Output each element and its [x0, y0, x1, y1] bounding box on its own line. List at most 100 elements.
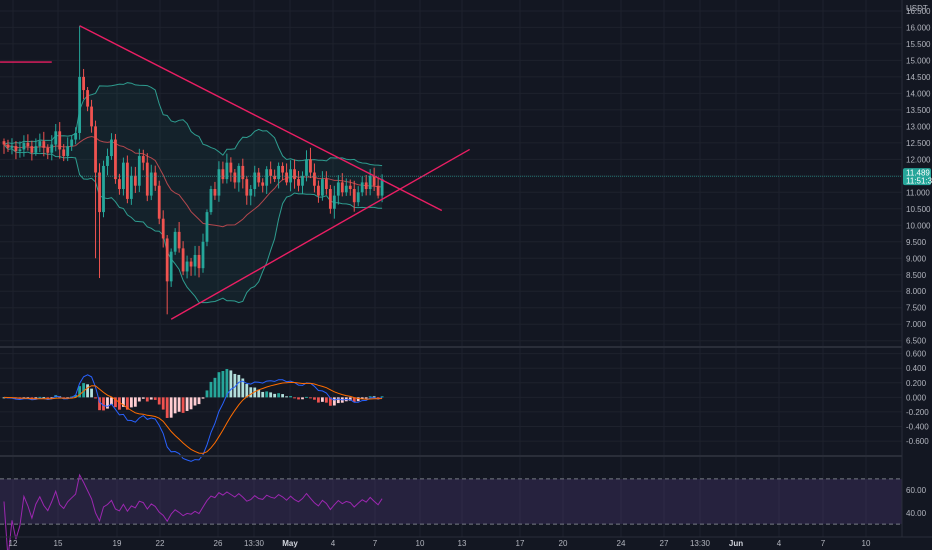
candle[interactable]: [86, 87, 89, 112]
candle[interactable]: [261, 178, 265, 193]
candle[interactable]: [42, 131, 46, 157]
candle[interactable]: [348, 179, 352, 196]
candle[interactable]: [18, 141, 22, 158]
candle[interactable]: [285, 163, 288, 186]
candle[interactable]: [221, 161, 225, 184]
candle[interactable]: [118, 173, 121, 195]
candle[interactable]: [193, 245, 197, 276]
candle[interactable]: [110, 133, 113, 160]
candle[interactable]: [22, 135, 26, 157]
candle[interactable]: [145, 153, 149, 202]
candle[interactable]: [106, 148, 109, 176]
candle[interactable]: [289, 160, 292, 192]
candle[interactable]: [340, 173, 344, 197]
candle[interactable]: [181, 241, 185, 276]
candle[interactable]: [265, 166, 269, 194]
candle[interactable]: [102, 160, 105, 218]
candle[interactable]: [38, 133, 42, 153]
candle[interactable]: [74, 127, 78, 145]
candle[interactable]: [293, 159, 296, 189]
candle[interactable]: [317, 180, 320, 203]
candle[interactable]: [209, 185, 213, 215]
candle[interactable]: [324, 171, 328, 195]
candle[interactable]: [2, 138, 6, 154]
candle[interactable]: [30, 140, 34, 161]
candles[interactable]: [2, 25, 384, 315]
candle[interactable]: [313, 163, 316, 193]
candle[interactable]: [281, 162, 284, 181]
main-price-panel[interactable]: [0, 25, 902, 320]
macd-panel[interactable]: [2, 369, 384, 462]
candle[interactable]: [372, 167, 376, 191]
candle[interactable]: [70, 135, 74, 151]
candle[interactable]: [133, 166, 137, 193]
candle[interactable]: [173, 228, 177, 255]
candle[interactable]: [328, 184, 332, 214]
candle[interactable]: [114, 133, 117, 184]
candle[interactable]: [26, 134, 30, 151]
ascending-support-line[interactable]: [170, 148, 471, 320]
candle[interactable]: [34, 138, 38, 156]
candle[interactable]: [376, 177, 380, 199]
candle[interactable]: [129, 166, 133, 205]
candle[interactable]: [161, 210, 165, 248]
candle[interactable]: [46, 144, 50, 160]
candle[interactable]: [249, 185, 253, 206]
candle[interactable]: [169, 248, 173, 287]
candle[interactable]: [14, 141, 18, 160]
candle[interactable]: [197, 245, 201, 278]
trendlines[interactable]: [0, 25, 471, 320]
candle[interactable]: [82, 68, 85, 100]
candle[interactable]: [205, 209, 209, 247]
candle[interactable]: [245, 176, 249, 205]
candle[interactable]: [157, 180, 161, 225]
candle[interactable]: [62, 144, 66, 162]
candle[interactable]: [380, 174, 384, 203]
descending-resistance-line[interactable]: [79, 25, 443, 212]
candle[interactable]: [225, 153, 229, 184]
candle[interactable]: [149, 164, 153, 201]
candle[interactable]: [336, 175, 340, 205]
time-axis[interactable]: 12 15 19 22 26 13:30 May 4 7 10 13 17 20 24 27 13:30 Jun…: [9, 539, 871, 548]
candle[interactable]: [165, 235, 169, 315]
candle[interactable]: [301, 171, 304, 194]
candle[interactable]: [332, 185, 336, 219]
candle[interactable]: [189, 257, 193, 276]
candle[interactable]: [177, 222, 181, 253]
candle[interactable]: [122, 157, 125, 196]
candle[interactable]: [141, 149, 145, 171]
candle[interactable]: [90, 99, 93, 133]
candle[interactable]: [213, 181, 217, 200]
candle[interactable]: [364, 174, 368, 196]
candle[interactable]: [356, 186, 360, 207]
candle[interactable]: [237, 163, 241, 192]
candle[interactable]: [185, 255, 189, 279]
candle[interactable]: [277, 162, 281, 189]
candle[interactable]: [352, 180, 356, 212]
candle[interactable]: [297, 170, 300, 192]
candle[interactable]: [54, 123, 58, 152]
candle[interactable]: [125, 155, 129, 204]
candle[interactable]: [344, 178, 348, 196]
candle[interactable]: [273, 169, 277, 182]
candle[interactable]: [217, 161, 221, 202]
candle[interactable]: [94, 120, 97, 259]
candle[interactable]: [269, 161, 273, 184]
candle[interactable]: [98, 163, 101, 279]
candle[interactable]: [253, 165, 257, 197]
rsi-panel[interactable]: [0, 473, 902, 550]
candle[interactable]: [360, 176, 364, 197]
candle[interactable]: [137, 148, 141, 193]
candle[interactable]: [66, 137, 70, 162]
candle[interactable]: [153, 165, 157, 191]
candle[interactable]: [241, 158, 245, 189]
candle[interactable]: [10, 138, 14, 155]
candle[interactable]: [201, 233, 205, 273]
candle[interactable]: [78, 25, 82, 140]
candle[interactable]: [309, 147, 312, 179]
candle[interactable]: [58, 122, 62, 159]
candle[interactable]: [6, 139, 10, 152]
candle[interactable]: [257, 167, 261, 187]
candle[interactable]: [229, 157, 233, 182]
